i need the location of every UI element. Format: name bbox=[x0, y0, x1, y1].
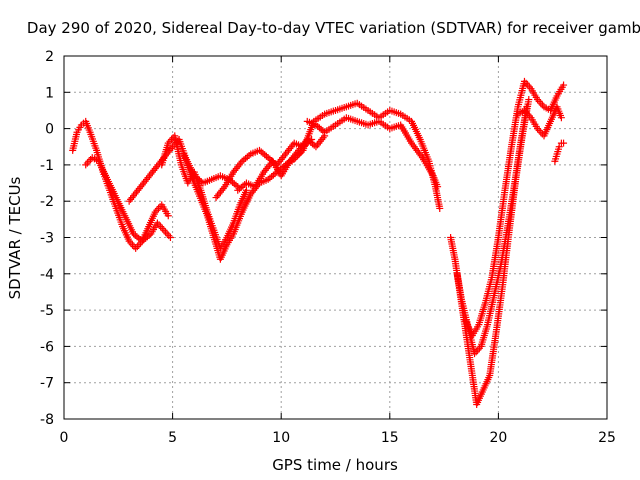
data-point bbox=[436, 204, 444, 212]
data-point-interp bbox=[135, 241, 143, 249]
grid-lines bbox=[64, 56, 607, 419]
data-point-interp bbox=[133, 243, 141, 251]
y-tick-label: 2 bbox=[45, 49, 54, 65]
data-point-interp bbox=[154, 204, 162, 212]
x-tick-label: 10 bbox=[272, 430, 290, 446]
y-tick-label: -6 bbox=[40, 339, 54, 355]
series-arc-13 bbox=[514, 103, 565, 140]
x-tick-label: 20 bbox=[489, 430, 507, 446]
x-tick-label: 15 bbox=[381, 430, 399, 446]
data-points bbox=[69, 77, 568, 408]
data-point bbox=[82, 161, 90, 169]
data-point bbox=[434, 183, 442, 191]
data-point bbox=[166, 234, 174, 241]
data-point bbox=[242, 186, 250, 194]
data-point-interp bbox=[163, 230, 171, 238]
data-point bbox=[164, 212, 172, 220]
series-arc-11 bbox=[453, 103, 531, 358]
y-tick-label: 0 bbox=[45, 122, 54, 138]
chart-title: Day 290 of 2020, Sidereal Day-to-day VTE… bbox=[27, 19, 640, 37]
y-tick-label: -4 bbox=[40, 267, 54, 283]
data-point-interp bbox=[165, 232, 173, 240]
data-point bbox=[132, 244, 140, 252]
data-point-interp bbox=[537, 99, 545, 107]
data-point-interp bbox=[158, 224, 166, 232]
y-axis-label: SDTVAR / TECUs bbox=[6, 176, 24, 299]
y-tick-label: -7 bbox=[40, 376, 54, 392]
data-point-interp bbox=[83, 159, 91, 167]
series-arc-9 bbox=[303, 114, 442, 191]
data-point-interp bbox=[522, 108, 530, 116]
x-tick-label: 0 bbox=[60, 430, 69, 446]
data-point-interp bbox=[162, 228, 170, 236]
y-tick-label: -5 bbox=[40, 303, 54, 319]
data-point bbox=[560, 81, 568, 89]
data-point-interp bbox=[87, 155, 95, 163]
series-arc-1 bbox=[69, 117, 172, 252]
x-tick-label: 25 bbox=[598, 430, 616, 446]
series-arc-8 bbox=[288, 99, 444, 212]
data-point-interp bbox=[474, 346, 482, 354]
data-point bbox=[560, 139, 568, 147]
series-arc-2 bbox=[82, 154, 174, 245]
y-tick-label: -2 bbox=[40, 194, 54, 210]
y-tick-label: -1 bbox=[40, 158, 54, 174]
y-tick-label: -8 bbox=[40, 412, 54, 428]
series-arc-14 bbox=[551, 139, 568, 165]
data-point-interp bbox=[128, 241, 136, 249]
data-point bbox=[525, 96, 533, 104]
data-point bbox=[555, 143, 563, 151]
y-tick-label: 1 bbox=[45, 85, 54, 101]
y-tick-label: -3 bbox=[40, 231, 54, 247]
data-point bbox=[160, 226, 168, 234]
x-axis-label: GPS time / hours bbox=[272, 456, 398, 474]
data-point-interp bbox=[524, 81, 532, 89]
series-arc-5 bbox=[179, 146, 307, 263]
data-point-interp bbox=[157, 223, 165, 231]
series-arc-12 bbox=[462, 77, 568, 340]
data-point bbox=[557, 114, 565, 122]
axis-ticks: 0 5 10 15 20 25 -8 -7 -6 -5 -4 -3 -2 -1 0 1 2 bbox=[40, 49, 616, 446]
x-tick-label: 5 bbox=[168, 430, 177, 446]
